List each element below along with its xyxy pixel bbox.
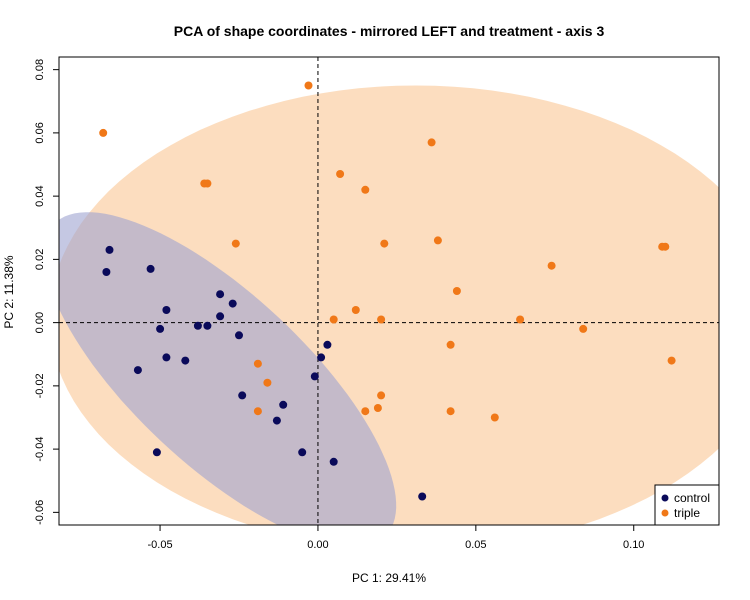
data-points	[99, 81, 676, 501]
point-triple	[658, 242, 667, 251]
point-triple	[336, 170, 345, 178]
point-control	[228, 299, 237, 308]
point-triple	[446, 407, 455, 416]
point-control	[323, 340, 332, 349]
legend-label-control: control	[674, 491, 710, 505]
reference-lines	[59, 57, 719, 525]
point-control	[162, 353, 171, 362]
y-tick-label: 0.08	[34, 59, 46, 80]
legend-marker-triple	[661, 509, 669, 517]
point-triple	[377, 315, 386, 324]
point-control	[203, 321, 212, 330]
y-tick-label: -0.04	[34, 437, 46, 462]
plot-frame	[58, 56, 720, 526]
point-control	[235, 331, 243, 340]
point-control	[329, 457, 338, 466]
point-triple	[351, 306, 360, 314]
x-tick-label: 0.00	[307, 539, 328, 551]
y-tick-label: 0.00	[34, 312, 46, 333]
x-tick-label: -0.05	[148, 539, 173, 551]
point-control	[152, 448, 161, 457]
point-triple	[361, 185, 370, 194]
point-control	[105, 245, 114, 254]
point-triple	[253, 407, 262, 416]
point-triple	[253, 359, 262, 368]
point-triple	[490, 413, 499, 422]
y-tick-label: -0.02	[34, 373, 46, 398]
point-control	[156, 324, 165, 333]
point-control	[238, 391, 247, 400]
legend-label-triple: triple	[674, 506, 700, 520]
point-control	[133, 366, 142, 375]
point-triple	[263, 378, 272, 387]
point-triple	[377, 391, 386, 400]
point-triple	[667, 356, 676, 365]
legend-marker-control	[661, 494, 669, 502]
point-control	[317, 353, 326, 362]
point-triple	[304, 81, 313, 90]
ellipse-control	[59, 212, 397, 525]
point-triple	[427, 138, 436, 147]
point-triple	[516, 315, 525, 324]
axes: -0.05 0.00 0.05 0.10 -0.06 -0.04 -0.02 0.00 0.02…	[34, 56, 720, 551]
point-control	[193, 321, 202, 330]
point-triple	[99, 128, 108, 137]
x-tick-label: 0.05	[465, 539, 486, 551]
point-triple	[373, 404, 382, 412]
point-triple	[361, 407, 370, 416]
point-control	[162, 306, 171, 314]
point-control	[102, 268, 111, 276]
y-tick-label: 0.02	[34, 249, 46, 270]
point-control	[279, 400, 288, 409]
point-triple	[203, 179, 212, 188]
point-triple	[547, 261, 556, 270]
y-tick-label: 0.04	[34, 185, 46, 206]
x-tick-label: 0.10	[623, 539, 644, 551]
y-axis-label: PC 2: 11.38%	[2, 255, 16, 328]
y-tick-label: -0.06	[34, 500, 46, 525]
point-triple	[380, 239, 389, 248]
point-control	[298, 448, 307, 457]
point-control	[272, 416, 281, 425]
point-control	[181, 356, 190, 365]
point-triple	[329, 315, 338, 324]
y-tick-label: 0.06	[34, 122, 46, 143]
point-control	[146, 264, 155, 273]
point-control	[216, 290, 225, 299]
point-triple	[452, 287, 461, 295]
point-triple	[446, 340, 455, 349]
point-control	[310, 372, 319, 381]
point-triple	[231, 239, 240, 248]
point-control	[418, 492, 427, 501]
point-triple	[433, 236, 442, 245]
confidence-ellipses	[59, 85, 719, 525]
chart-title: PCA of shape coordinates - mirrored LEFT…	[174, 23, 605, 39]
point-control	[216, 312, 225, 321]
point-triple	[579, 324, 588, 333]
legend-box	[654, 484, 720, 526]
x-axis-label: PC 1: 29.41%	[352, 571, 426, 585]
